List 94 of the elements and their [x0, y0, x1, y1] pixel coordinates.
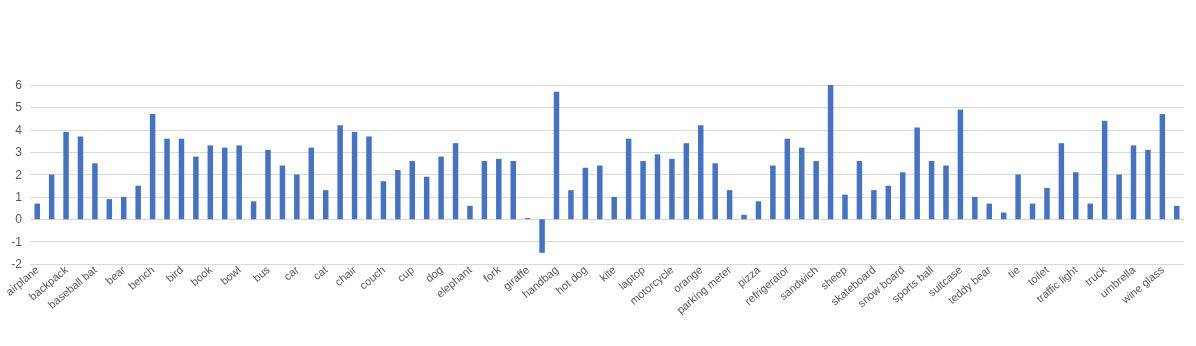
bar: [279, 165, 286, 220]
bar: [654, 154, 661, 220]
bar: [308, 147, 315, 220]
x-tick-label: cup: [394, 263, 417, 285]
bar: [1101, 120, 1108, 220]
bar: [423, 176, 430, 220]
bar: [582, 167, 589, 220]
bar: [294, 174, 300, 220]
bar: [351, 131, 358, 220]
bar: [698, 125, 704, 220]
bar: [1058, 143, 1065, 220]
y-tick-label: -1: [11, 234, 23, 249]
y-tick-label: -2: [11, 257, 23, 271]
bar: [395, 170, 401, 220]
bar: [207, 145, 214, 220]
bar: [597, 165, 603, 220]
bar: [1044, 187, 1050, 220]
bar: [452, 143, 459, 220]
bar: [1130, 145, 1137, 220]
bar: [1073, 172, 1079, 220]
bar: [755, 201, 762, 220]
bar: [92, 163, 98, 220]
x-tick-label: bird: [163, 263, 186, 285]
bar: [135, 185, 141, 220]
bar: [438, 156, 444, 220]
bar: [106, 199, 113, 220]
bar: [48, 174, 55, 220]
bar: [63, 131, 69, 220]
bar: [222, 147, 228, 220]
bar: [366, 136, 372, 220]
bar: [726, 190, 733, 220]
bar: [741, 214, 747, 220]
bar: [1174, 205, 1180, 220]
bar: [683, 143, 690, 220]
bar: [409, 161, 415, 220]
bar: [496, 158, 502, 220]
bar: [1116, 174, 1122, 220]
bar: [568, 190, 574, 220]
bar: [669, 158, 675, 220]
bar: [553, 91, 560, 220]
bar: [467, 205, 473, 220]
y-tick-label: 3: [15, 145, 23, 160]
bar: [337, 125, 343, 220]
bar: [250, 201, 257, 220]
y-tick-label: 6: [15, 78, 23, 92]
x-tick-label: cat: [310, 263, 330, 283]
bar: [265, 149, 271, 220]
bar: [178, 138, 185, 220]
x-tick-label: bus: [250, 263, 273, 285]
bar: [871, 190, 877, 220]
bar: [380, 181, 387, 220]
bar: [1087, 203, 1093, 220]
y-tick-label: 0: [15, 212, 23, 227]
bar: [928, 161, 935, 220]
bar: [611, 196, 617, 220]
bar: [77, 136, 84, 220]
x-tick-label: bear: [103, 263, 128, 287]
bar: [481, 161, 488, 220]
bar: [164, 138, 170, 220]
y-tick-label: 1: [15, 189, 23, 204]
bar: [34, 203, 40, 220]
x-tick-label: tie: [1005, 263, 1022, 281]
bar: [510, 161, 516, 220]
bar: [193, 156, 199, 220]
bar: [914, 127, 920, 220]
y-tick-label: 2: [15, 167, 23, 182]
bar: [943, 165, 949, 220]
bar: [813, 161, 819, 220]
bar: [539, 219, 545, 253]
y-tick-label: 5: [15, 100, 23, 115]
x-tick-label: fork: [480, 263, 504, 285]
bar: [799, 147, 805, 220]
bar: [625, 138, 632, 220]
bar: [322, 190, 329, 220]
bar: [784, 138, 791, 220]
bar: [1145, 149, 1151, 220]
bar: [957, 109, 964, 220]
bar: [856, 161, 863, 220]
bar: [1159, 114, 1166, 220]
bar: [236, 145, 242, 220]
y-tick-label: 4: [15, 122, 23, 137]
bar: [712, 163, 718, 220]
x-tick-label: kite: [597, 263, 619, 284]
bar: [842, 194, 848, 220]
bar: [770, 165, 776, 220]
bar: [121, 196, 127, 220]
bar: [149, 114, 156, 220]
bar: [1015, 174, 1021, 220]
x-tick-label: car: [281, 263, 301, 283]
bar: [885, 185, 892, 220]
bar: [827, 85, 834, 220]
bar: [972, 196, 978, 220]
bar: [640, 161, 646, 220]
bar: [899, 172, 906, 220]
